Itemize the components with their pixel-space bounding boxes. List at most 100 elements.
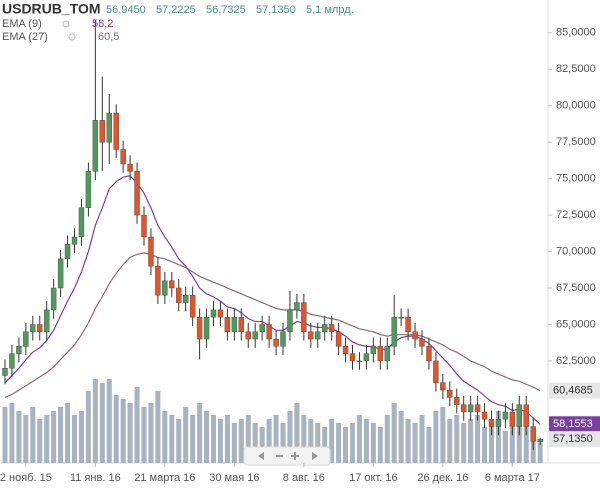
candle-body [78, 207, 85, 238]
candle-body [162, 280, 168, 296]
volume-bar [384, 415, 390, 463]
x-tick-label: 11 янв. 16 [70, 472, 121, 484]
volume-bar [489, 423, 494, 463]
candle-body [280, 331, 286, 347]
scroll-controls[interactable] [243, 446, 331, 466]
candle-body [71, 236, 78, 245]
candle-body [9, 353, 15, 369]
candle-body [196, 316, 203, 340]
volume-bar [148, 403, 154, 463]
candle-body [322, 324, 328, 332]
candle-body [516, 404, 522, 427]
last-value-box [549, 382, 600, 399]
last-value-label: 57,1350 [553, 433, 593, 445]
eye-icon [62, 20, 70, 28]
x-tick-label: 8 авг. 16 [283, 472, 325, 484]
volume-bar [37, 419, 43, 463]
y-tick-label: 67,5000 [556, 282, 596, 294]
candle-body [502, 411, 509, 420]
y-tick-label: 72,5000 [556, 209, 596, 221]
candle-body [50, 287, 57, 311]
candle-body [356, 360, 363, 363]
volume-bar [16, 411, 22, 463]
y-tick-label: 85,0000 [556, 27, 596, 39]
candle-body [134, 171, 140, 216]
candle-body [203, 316, 210, 340]
zoom-in[interactable] [291, 452, 299, 460]
volume-bar [183, 407, 189, 463]
volume-bar [51, 411, 57, 463]
ticker: USDRUB_TOM [2, 1, 101, 17]
candle-body [231, 316, 238, 332]
candle-body [481, 411, 488, 420]
volume-bar [85, 391, 91, 463]
controls-box [243, 446, 331, 466]
y-tick-label: 62,5000 [556, 355, 596, 367]
candle-body [217, 309, 224, 318]
candle-body [419, 338, 425, 347]
candle-body [509, 411, 516, 427]
volume-bar [190, 415, 196, 463]
candle-body [92, 120, 99, 172]
candle-body [16, 346, 22, 354]
volume-bar [350, 423, 355, 463]
volume-bar [162, 411, 168, 463]
volume-bar [336, 423, 342, 463]
volume-bar [259, 427, 265, 463]
candle-body [405, 316, 411, 332]
volume-bar [356, 415, 362, 463]
volume-bar [363, 419, 369, 463]
volume-bar [245, 415, 251, 463]
volume-bar [329, 419, 335, 463]
volume-bar [65, 403, 71, 463]
candle-body [433, 360, 439, 383]
candle-body [384, 346, 390, 362]
last-value-label: 58,1553 [553, 418, 593, 430]
scroll-right[interactable] [312, 452, 318, 460]
scroll-left[interactable] [258, 452, 264, 460]
candle-body [530, 426, 536, 442]
volume-bar [509, 427, 515, 463]
volume-bar [447, 419, 453, 463]
x-tick-label: 21 марта 16 [134, 472, 195, 484]
candle-body [23, 331, 29, 347]
candle-body [30, 324, 36, 332]
volume-bar [516, 415, 522, 463]
volume-bar [495, 411, 501, 463]
candle-body [113, 112, 119, 150]
y-tick-label: 80,0000 [556, 100, 596, 112]
x-tick-label: 17 окт. 16 [349, 472, 398, 484]
volume-bar [266, 419, 272, 463]
candle-body [148, 236, 154, 267]
volume-bar [280, 423, 286, 463]
volume-bar [461, 423, 467, 463]
candle-body [259, 324, 265, 332]
candle-body [287, 309, 293, 332]
candle-body [266, 324, 272, 340]
legend: USDRUB_TOM 56,9450 57,2225 56,7325 57,13… [2, 1, 354, 43]
candle-body [370, 346, 377, 354]
volume-bar [106, 379, 112, 463]
candle-body [342, 346, 349, 354]
candle-body [426, 346, 432, 362]
candle-body [141, 214, 147, 238]
zoom-out[interactable] [276, 455, 283, 457]
volume-bar [72, 415, 77, 463]
candle-body [398, 316, 404, 319]
y-tick-label: 65,0000 [556, 318, 596, 330]
candle-body [474, 404, 481, 413]
volume-bar [23, 415, 29, 463]
candle-body [349, 353, 356, 362]
x-tick-label: 2 нояб. 15 [0, 472, 52, 484]
volume-bar [433, 411, 439, 463]
volume-bar [502, 431, 508, 463]
indicator-value: 60,5 [98, 31, 119, 43]
volume-bar [315, 423, 321, 463]
candle-body [176, 287, 182, 303]
indicator-value: 58,2 [92, 18, 113, 30]
x-tick-label: 26 дек. 16 [417, 472, 468, 484]
volume-bar [224, 415, 230, 463]
volume-bar [343, 427, 349, 463]
volume-bar [120, 399, 126, 463]
plot-area [2, 19, 543, 463]
